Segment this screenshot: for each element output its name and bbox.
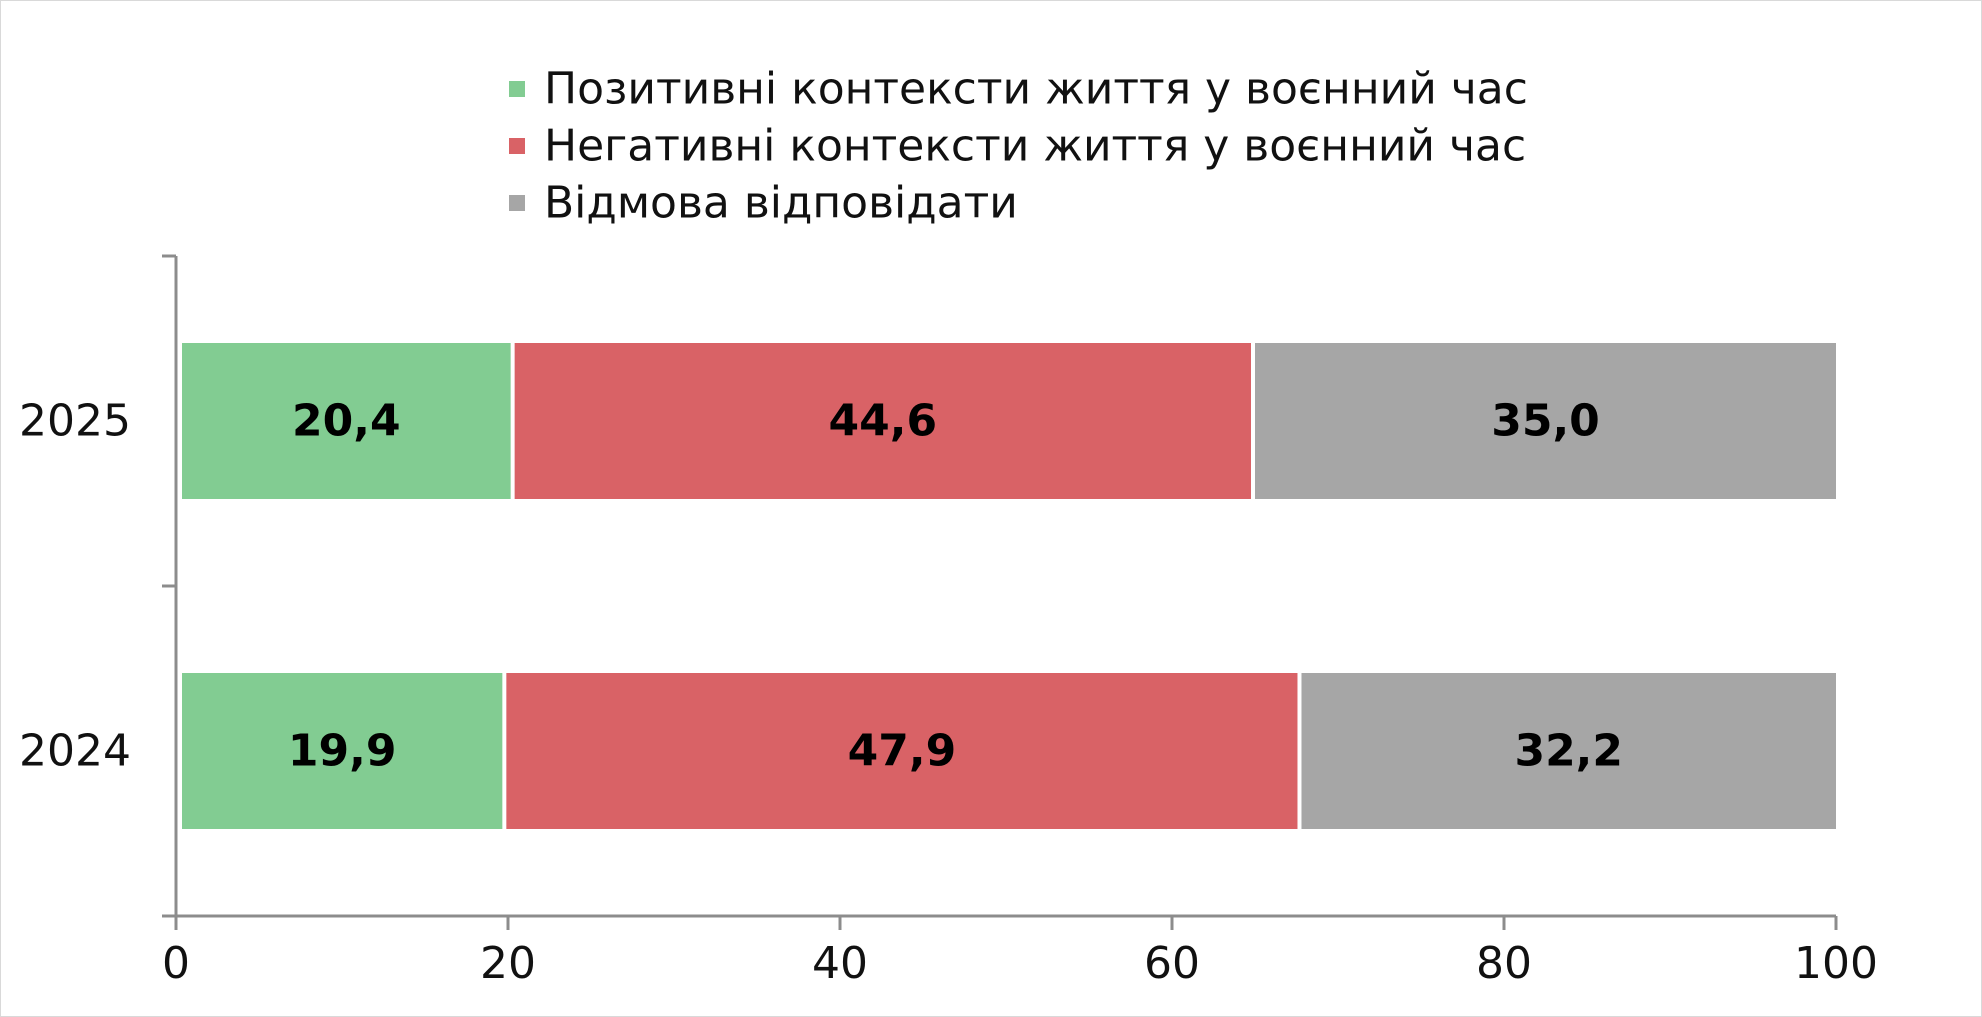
x-tick-label-0: 0 xyxy=(162,938,190,989)
bar-2025-series-0 xyxy=(182,343,511,499)
data-label-2025-series-0: 20,4 xyxy=(292,396,401,447)
bar-2024-series-2 xyxy=(1301,673,1836,829)
data-label-2025-series-2: 35,0 xyxy=(1491,396,1600,447)
legend-swatch-0 xyxy=(509,81,525,97)
bars xyxy=(182,343,1836,829)
legend-label-1: Негативні контексти життя у воєнний час xyxy=(544,121,1526,172)
data-label-2024-series-1: 47,9 xyxy=(848,726,957,777)
bar-2024-series-1 xyxy=(506,673,1298,829)
legend-label-0: Позитивні контексти життя у воєнний час xyxy=(544,64,1528,115)
y-tick-label-2024: 2024 xyxy=(19,726,131,777)
data-labels: 20,4 44,6 35,0 19,9 47,9 32,2 xyxy=(288,396,1623,777)
x-tick-label-3: 60 xyxy=(1144,938,1200,989)
bar-2025-series-2 xyxy=(1255,343,1836,499)
legend-label-2: Відмова відповідати xyxy=(544,178,1018,229)
data-label-2024-series-0: 19,9 xyxy=(288,726,397,777)
y-tick-label-2025: 2025 xyxy=(19,396,131,447)
data-label-2024-series-2: 32,2 xyxy=(1514,726,1623,777)
bar-2024-series-0 xyxy=(182,673,503,829)
bar-2025-series-1 xyxy=(514,343,1251,499)
legend: Позитивні контексти життя у воєнний час Н… xyxy=(509,64,1528,229)
axes: 2025 2024 0 20 40 60 80 100 xyxy=(19,254,1878,989)
x-tick-label-2: 40 xyxy=(812,938,868,989)
x-tick-label-1: 20 xyxy=(480,938,536,989)
legend-swatch-2 xyxy=(509,195,525,211)
data-label-2025-series-1: 44,6 xyxy=(829,396,938,447)
x-tick-label-4: 80 xyxy=(1476,938,1532,989)
legend-swatch-1 xyxy=(509,138,525,154)
x-tick-label-5: 100 xyxy=(1794,938,1878,989)
